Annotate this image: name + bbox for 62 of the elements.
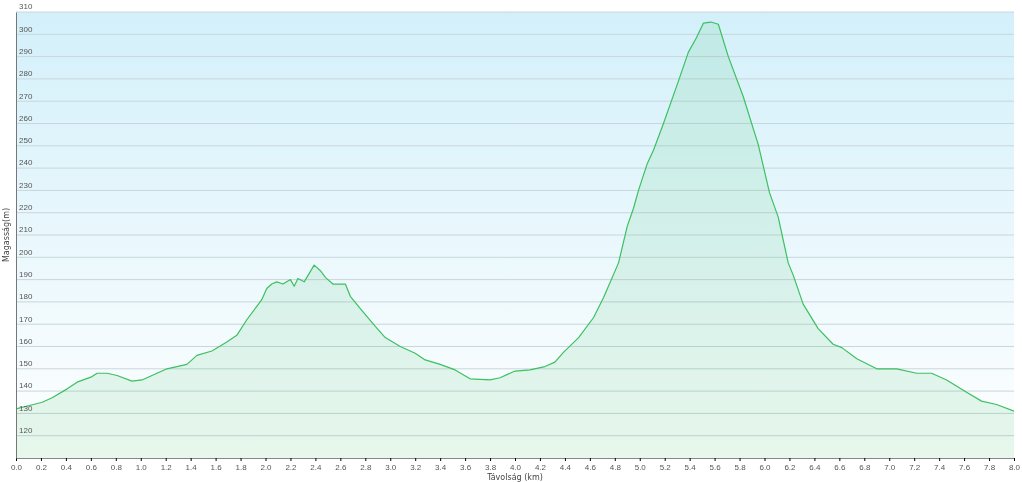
x-tick-label: 6.2 — [784, 462, 797, 472]
y-tick-label: 210 — [19, 225, 33, 235]
x-tick-label: 2.4 — [310, 462, 323, 472]
x-tick-label: 4.8 — [609, 462, 622, 472]
y-tick-label: 120 — [19, 426, 33, 435]
y-tick-label: 150 — [19, 359, 33, 369]
x-tick-label: 1.4 — [185, 462, 198, 472]
x-tick-label: 6.4 — [809, 462, 822, 472]
y-tick-label: 260 — [19, 113, 33, 123]
y-tick-label: 280 — [19, 69, 33, 79]
x-tick-label: 1.6 — [210, 462, 223, 472]
x-tick-label: 5.6 — [709, 462, 722, 472]
x-tick-label: 7.4 — [934, 462, 946, 472]
x-tick-label: 1.8 — [235, 462, 248, 472]
x-axis-title: Távolság (km) — [486, 473, 543, 482]
x-tick-label: 0.0 — [10, 462, 23, 472]
y-tick-label: 310 — [19, 2, 33, 12]
x-tick-label: 3.4 — [435, 462, 447, 472]
y-tick-label: 250 — [19, 136, 33, 146]
y-tick-label: 190 — [19, 269, 33, 279]
x-tick-label: 5.2 — [659, 462, 672, 472]
y-tick-label: 180 — [19, 292, 33, 302]
x-tick-label: 6.8 — [859, 462, 871, 472]
x-tick-label: 5.4 — [684, 462, 697, 472]
x-tick-label: 2.0 — [260, 462, 273, 472]
x-tick-label: 7.0 — [884, 462, 896, 472]
x-tick-label: 2.6 — [335, 462, 347, 472]
y-tick-label: 170 — [19, 314, 33, 324]
x-tick-label: 8.0 — [1008, 462, 1021, 472]
y-tick-label: 230 — [19, 180, 33, 190]
y-tick-label: 200 — [19, 247, 33, 257]
y-tick-label: 220 — [19, 203, 33, 212]
x-tick-label: 5.8 — [734, 462, 747, 472]
y-tick-label: 270 — [19, 91, 33, 101]
y-tick-label: 140 — [19, 381, 33, 391]
x-tick-label: 7.2 — [909, 462, 921, 472]
x-tick-label: 1.2 — [160, 462, 173, 472]
x-tick-label: 3.6 — [460, 462, 472, 472]
y-tick-label: 240 — [19, 158, 33, 168]
x-tick-label: 0.2 — [35, 462, 48, 472]
x-tick-label: 1.0 — [135, 462, 148, 472]
x-tick-label: 3.2 — [410, 462, 422, 472]
x-tick-label: 6.6 — [834, 462, 846, 472]
x-tick-label: 2.8 — [360, 462, 372, 472]
x-tick-label: 0.4 — [60, 462, 73, 472]
y-tick-label: 160 — [19, 336, 33, 346]
x-tick-label: 6.0 — [759, 462, 772, 472]
x-tick-label: 4.6 — [584, 462, 597, 472]
x-tick-label: 4.2 — [534, 462, 547, 472]
x-tick-label: 3.8 — [484, 462, 497, 472]
x-tick-label: 5.0 — [634, 462, 647, 472]
y-tick-label: 300 — [19, 24, 33, 34]
y-tick-label: 290 — [19, 46, 33, 56]
x-tick-label: 7.8 — [983, 462, 996, 472]
x-tick-label: 2.2 — [285, 462, 298, 472]
x-tick-label: 3.0 — [385, 462, 397, 472]
x-tick-label: 0.8 — [110, 462, 123, 472]
x-tick-label: 4.0 — [509, 462, 522, 472]
x-tick-label: 7.6 — [959, 462, 971, 472]
x-tick-label: 4.4 — [559, 462, 572, 472]
y-axis-title: Magasság(m) — [2, 207, 11, 263]
x-tick-label: 0.6 — [85, 462, 98, 472]
